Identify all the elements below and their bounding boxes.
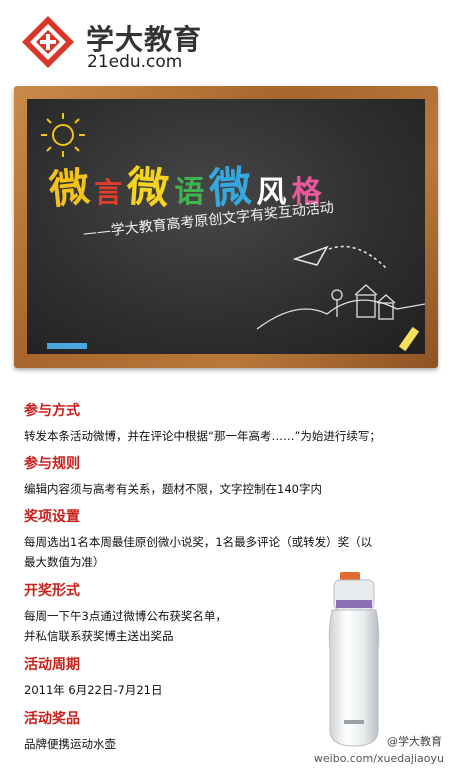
- brand-name-cn: 学大教育: [86, 23, 203, 56]
- section-activity-period: 活动周期 2011年 6月22日-7月21日: [24, 654, 444, 700]
- section-title: 奖项设置: [24, 509, 80, 525]
- title-char-3: 微: [125, 161, 171, 214]
- banner-title: 微 言 微 语 微 风 格: [47, 154, 409, 214]
- section-title: 开奖形式: [24, 583, 80, 599]
- section-text: 转发本条活动微博，并在评论中根据“那一年高考……”为始进行续写；: [24, 429, 381, 443]
- chalk-doodles: [41, 113, 425, 352]
- title-char-2: 言: [94, 176, 123, 209]
- section-line: 每周选出1名本周最佳原创微小说奖，1名最多评论（或转发）奖（以: [24, 535, 373, 549]
- brand-logo[interactable]: 学大教育 21edu.com: [20, 12, 240, 72]
- section-text: 2011年 6月22日-7月21日: [24, 683, 163, 697]
- water-bottle-image: [328, 572, 380, 747]
- section-text: 编辑内容须与高考有关系，题材不限，文字控制在140字内: [24, 482, 322, 496]
- blue-chalk-icon: [47, 343, 87, 349]
- section-title: 参与方式: [24, 403, 80, 419]
- brand-name-en: 21edu.com: [87, 52, 183, 72]
- town-doodle-icon: [256, 284, 425, 330]
- section-line: 最大数值为准）: [24, 555, 105, 569]
- section-text: 每周选出1名本周最佳原创微小说奖，1名最多评论（或转发）奖（以 最大数值为准）: [24, 532, 444, 572]
- section-text: 每周一下午3点通过微博公布获奖名单， 并私信联系获奖博主送出奖品: [24, 606, 444, 646]
- brand-mark-icon: [22, 16, 74, 68]
- sun-doodle-icon: [41, 113, 85, 157]
- section-award-settings: 奖项设置 每周选出1名本周最佳原创微小说奖，1名最多评论（或转发）奖（以 最大数…: [24, 506, 444, 572]
- yellow-chalk-icon: [398, 326, 420, 352]
- title-char-6: 风: [256, 175, 287, 210]
- section-draw-format: 开奖形式 每周一下午3点通过微博公布获奖名单， 并私信联系获奖博主送出奖品: [24, 580, 444, 646]
- chalkboard-banner: 微 言 微 语 微 风 格 ——学大教育高考原创文字有奖互动活动: [27, 99, 425, 354]
- title-char-4: 语: [174, 175, 205, 210]
- section-title: 参与规则: [24, 456, 80, 472]
- weibo-handle: @学大教育: [387, 735, 442, 748]
- weibo-url[interactable]: weibo.com/xuedajiaoyu: [313, 752, 444, 765]
- section-line: 每周一下午3点通过微博公布获奖名单，: [24, 609, 227, 623]
- section-participation-rules: 参与规则 编辑内容须与高考有关系，题材不限，文字控制在140字内: [24, 453, 444, 499]
- section-prize: 活动奖品 品牌便携运动水壶: [24, 708, 444, 754]
- section-participation-method: 参与方式 转发本条活动微博，并在评论中根据“那一年高考……”为始进行续写；: [24, 400, 444, 446]
- section-title: 活动周期: [24, 657, 80, 673]
- section-title: 活动奖品: [24, 711, 80, 727]
- title-char-1: 微: [47, 164, 92, 214]
- title-char-7: 格: [291, 175, 322, 210]
- paper-plane-doodle-icon: [292, 245, 388, 270]
- section-text: 品牌便携运动水壶: [24, 737, 116, 751]
- section-line: 并私信联系获奖博主送出奖品: [24, 629, 174, 643]
